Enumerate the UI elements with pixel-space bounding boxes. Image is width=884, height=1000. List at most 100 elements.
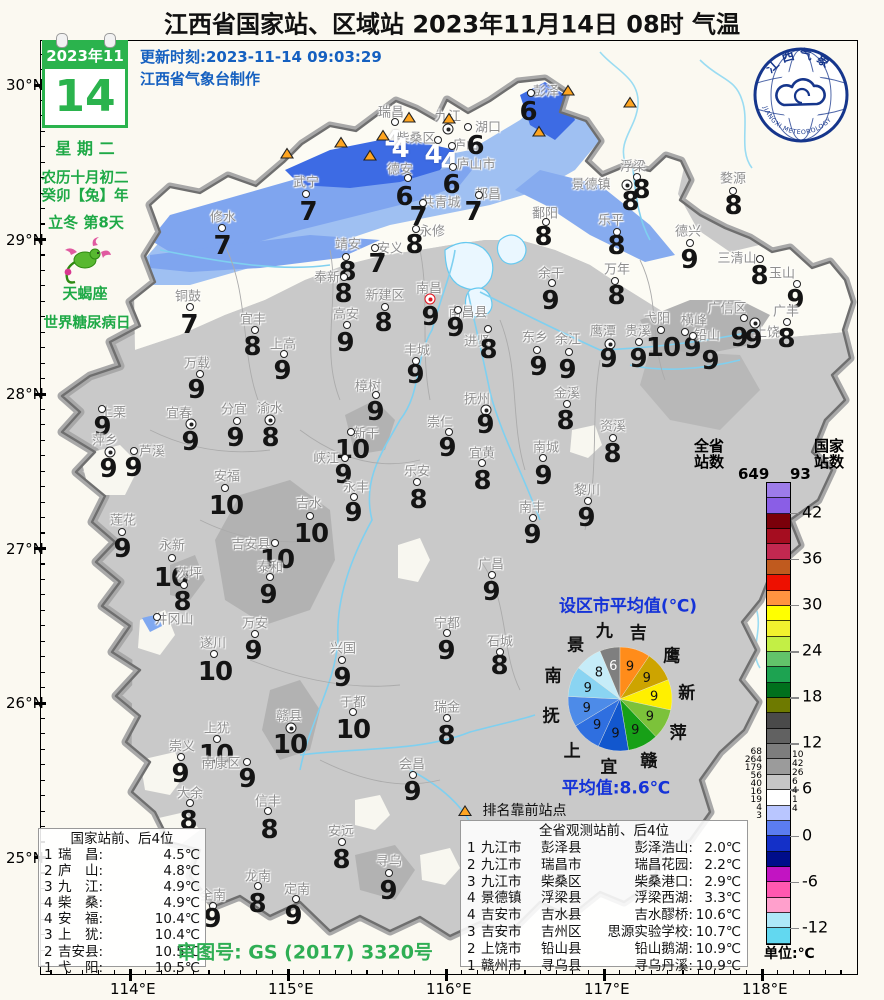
pie-slice-name: 抚 bbox=[542, 706, 560, 727]
station-temperature: 10 bbox=[293, 519, 329, 549]
calendar-solar-term: 立冬 第8天 bbox=[48, 213, 124, 232]
colorbar-cell bbox=[767, 744, 790, 760]
lat-tick bbox=[40, 439, 45, 441]
station-marker bbox=[264, 414, 276, 426]
station-marker bbox=[168, 554, 176, 562]
table-row: 2 上饶市 铅山县 铅山鹅湖: 10.9℃ bbox=[467, 941, 741, 958]
lon-tick bbox=[729, 970, 731, 975]
lat-label: 30°N bbox=[6, 76, 44, 94]
station-marker bbox=[488, 571, 496, 579]
station-cell: 柴桑港口: bbox=[634, 873, 693, 890]
colorbar-cell bbox=[767, 851, 790, 867]
lat-tick bbox=[34, 238, 46, 241]
station-label: 芦溪 bbox=[138, 444, 166, 460]
rank-triangle-icon bbox=[561, 84, 575, 96]
station-label: 宜黄 bbox=[468, 446, 496, 462]
station-temperature: 10 bbox=[272, 730, 308, 760]
table-row: 2 庐 山: 4.8℃ bbox=[44, 863, 200, 879]
colorbar-right-count: 26 bbox=[792, 768, 804, 778]
station-label: 南丰 bbox=[518, 500, 546, 516]
temperature-colorbar bbox=[766, 482, 791, 946]
table-row: 2 九江市 瑞昌市 瑞昌花园: 2.2℃ bbox=[467, 857, 741, 874]
station-temperature: 9 bbox=[529, 352, 547, 382]
temp-cell: 2.9℃ bbox=[704, 873, 741, 890]
station-temperature: 7 bbox=[180, 310, 198, 340]
lat-tick bbox=[40, 424, 45, 426]
lat-tick bbox=[40, 625, 45, 627]
rank-triangle-icon bbox=[363, 149, 377, 161]
station-temperature: 9 bbox=[786, 285, 804, 315]
colorbar-tick bbox=[790, 604, 799, 607]
county-cell: 柴桑区 bbox=[541, 873, 582, 890]
station-marker bbox=[343, 321, 351, 329]
station-temperature: 9 bbox=[181, 427, 199, 457]
station-marker bbox=[686, 239, 694, 247]
station-temperature: 10 bbox=[259, 545, 295, 575]
temp-cell: 2.2℃ bbox=[704, 856, 741, 873]
colorbar-tick-label: 30 bbox=[802, 594, 823, 614]
station-marker bbox=[419, 199, 427, 207]
lat-tick bbox=[40, 470, 45, 472]
lat-tick bbox=[40, 717, 45, 720]
lon-tick bbox=[635, 970, 637, 975]
colorbar-tick-label: 0 bbox=[802, 825, 813, 845]
station-marker bbox=[271, 539, 279, 547]
map-frame bbox=[40, 40, 858, 975]
station-temperature: 8 bbox=[332, 845, 350, 875]
station-label: 鄱阳 bbox=[531, 206, 559, 222]
lat-tick bbox=[40, 486, 45, 488]
station-label: 永修 bbox=[418, 224, 446, 240]
rank-cell: 4 bbox=[467, 907, 476, 924]
station-label: 南康区 bbox=[201, 756, 241, 772]
colorbar-left-count: 16 bbox=[750, 787, 762, 797]
station-label: 彭泽 bbox=[532, 84, 560, 100]
colorbar-cell bbox=[767, 866, 790, 883]
pie-slice-value: 9 bbox=[611, 727, 619, 742]
station-label: 安远 bbox=[327, 824, 355, 840]
colorbar-tick bbox=[790, 697, 799, 699]
temp-cell: 10.4℃ bbox=[154, 911, 200, 928]
map-license-number: 审图号: GS (2017) 3320号 bbox=[177, 941, 433, 964]
pie-slice-name: 新 bbox=[678, 683, 696, 704]
lon-tick bbox=[224, 970, 226, 975]
rank-cell: 1 bbox=[467, 957, 476, 974]
temp-cell: 4.9℃ bbox=[163, 879, 200, 896]
station-marker bbox=[689, 332, 697, 340]
rank-triangle-icon bbox=[334, 136, 348, 148]
station-marker bbox=[604, 338, 616, 350]
station-label: 丰城 bbox=[403, 343, 431, 359]
station-marker bbox=[565, 348, 573, 356]
station-cell: 瑞昌花园: bbox=[634, 856, 693, 873]
station-temperature: 9 bbox=[244, 636, 262, 666]
station-marker bbox=[130, 447, 138, 455]
lat-label: 27°N bbox=[6, 540, 44, 558]
name-cell: 庐 山: bbox=[58, 863, 104, 880]
rank-cell: 3 bbox=[467, 923, 476, 940]
station-marker bbox=[285, 722, 297, 734]
lat-tick bbox=[40, 779, 45, 781]
rank-cell: 1 bbox=[467, 840, 476, 856]
table-row: 1 瑞 昌: 4.5℃ bbox=[44, 847, 200, 863]
station-marker bbox=[496, 648, 504, 656]
colorbar-tick bbox=[790, 927, 799, 930]
colorbar-left-count: 4 bbox=[756, 803, 762, 813]
lon-tick bbox=[113, 970, 115, 975]
station-label: 横峰 bbox=[680, 313, 708, 329]
calendar: 2023年11月 14 bbox=[42, 40, 128, 128]
pie-slice-value: 6 bbox=[609, 659, 617, 674]
station-temperature: 9 bbox=[93, 412, 111, 442]
station-temperature: 7 bbox=[368, 249, 386, 279]
station-label: 新建区 bbox=[365, 288, 405, 304]
colorbar-cell bbox=[767, 498, 790, 514]
station-temperature: 8 bbox=[607, 231, 625, 261]
rank-cell: 3 bbox=[467, 873, 476, 890]
station-temperature: 9 bbox=[273, 356, 291, 386]
lat-tick bbox=[40, 316, 45, 318]
station-marker bbox=[548, 279, 556, 287]
province-table-title: 全省观测站前、后4位 bbox=[538, 823, 670, 839]
station-marker bbox=[391, 118, 399, 126]
colorbar-cell bbox=[767, 928, 790, 944]
colorbar-tick bbox=[790, 881, 799, 884]
station-label: 乐平 bbox=[597, 213, 625, 229]
lon-tick bbox=[540, 970, 542, 975]
